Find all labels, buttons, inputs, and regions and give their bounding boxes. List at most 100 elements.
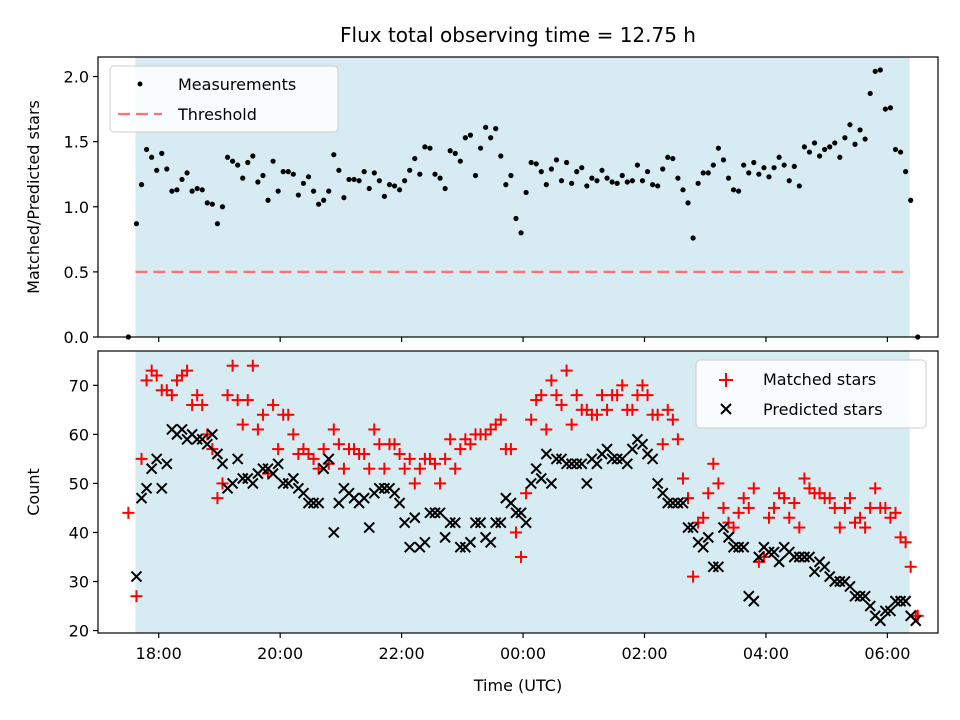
measurement-point (508, 172, 514, 179)
matched-star-point (727, 521, 740, 534)
matched-star-point (515, 550, 528, 563)
predicted-star-point (358, 492, 370, 504)
matched-stars-points (122, 359, 924, 622)
legend-measurements-label: Measurements (178, 75, 296, 94)
matched-star-point (408, 477, 421, 490)
y-tick-label: 20 (69, 622, 89, 641)
matched-star-point (332, 438, 345, 451)
measurement-point (751, 159, 757, 166)
predicted-star-point (231, 453, 244, 465)
matched-star-point (191, 389, 204, 402)
y-tick-label: 60 (69, 425, 89, 444)
measurement-point (255, 179, 261, 185)
matched-star-point (889, 506, 902, 519)
predicted-star-point (454, 541, 467, 553)
predicted-star-point (429, 507, 441, 519)
measurement-point (634, 162, 641, 168)
measurement-point (725, 175, 732, 181)
predicted-star-point (393, 497, 406, 509)
measurement-point (159, 150, 165, 156)
measurement-point (457, 158, 463, 164)
measurement-point (867, 90, 873, 97)
predicted-star-point (717, 521, 730, 534)
predicted-star-point (682, 521, 694, 534)
measurement-point (862, 136, 868, 142)
measurement-point (675, 175, 681, 181)
measurement-point (741, 162, 747, 168)
measurement-point (295, 192, 301, 198)
measurement-point (533, 161, 539, 167)
legend-matched-label: Matched stars (763, 370, 876, 389)
measurement-point (599, 167, 605, 173)
legend-measurements-marker (137, 81, 143, 87)
predicted-star-point (145, 462, 158, 475)
matched-star-point (337, 462, 350, 475)
measurement-point (169, 188, 175, 194)
measurement-point (614, 180, 620, 186)
predicted-star-point (323, 453, 335, 465)
measurement-point (321, 197, 327, 203)
predicted-star-point (677, 497, 689, 509)
matched-star-point (520, 487, 533, 500)
measurement-point (336, 167, 342, 173)
predicted-star-point (191, 433, 203, 445)
x-tick-label: 04:00 (743, 644, 789, 663)
measurement-point (811, 140, 818, 146)
predicted-star-point (535, 472, 547, 485)
measurement-point (179, 176, 185, 183)
measurement-point (892, 146, 899, 153)
predicted-star-point (550, 453, 563, 465)
matched-star-point (666, 413, 679, 426)
measurement-point (219, 204, 226, 210)
predicted-star-point (211, 448, 224, 460)
predicted-star-point (662, 497, 674, 509)
measurement-point (270, 158, 276, 164)
y-tick-label: 70 (69, 376, 89, 395)
predicted-star-point (267, 467, 279, 480)
measurement-point (538, 169, 544, 175)
predicted-star-point (333, 497, 345, 509)
predicted-star-point (727, 541, 740, 553)
matched-star-point (843, 492, 856, 505)
measurement-point (639, 178, 646, 184)
matched-star-point (712, 477, 725, 490)
matched-star-point (135, 452, 148, 465)
matched-star-point (854, 511, 867, 524)
predicted-star-point (247, 477, 259, 490)
predicted-star-point (272, 458, 284, 470)
predicted-star-point (444, 516, 456, 529)
predicted-stars-points (130, 423, 922, 627)
predicted-star-point (404, 541, 416, 553)
measurement-point (574, 169, 580, 175)
matched-star-point (788, 497, 801, 510)
predicted-star-point (565, 458, 578, 470)
measurement-point (700, 170, 706, 176)
measurement-point (230, 158, 236, 164)
measurement-point (285, 169, 291, 175)
measurement-point (316, 201, 322, 207)
matched-star-point (181, 364, 194, 377)
matched-star-point (226, 359, 239, 372)
matched-star-point (783, 511, 796, 524)
y-tick-label: 40 (69, 523, 89, 542)
matched-star-point (403, 452, 416, 465)
matched-star-point (793, 521, 806, 534)
measurement-point (493, 126, 499, 132)
measurement-point (816, 153, 823, 159)
predicted-star-point (378, 482, 391, 495)
measurement-point (194, 185, 200, 192)
measurement-point (199, 187, 205, 193)
measurement-point (887, 105, 894, 111)
matched-star-point (246, 359, 259, 372)
measurement-point (280, 169, 286, 175)
predicted-star-point (707, 561, 720, 573)
measurement-point (402, 178, 408, 184)
matched-star-point (429, 457, 442, 470)
measurement-point (771, 165, 777, 171)
measurement-point (361, 169, 367, 175)
bottom-axes-frame (97, 350, 939, 634)
predicted-star-point (879, 605, 892, 617)
measurement-point (852, 141, 858, 147)
measurement-point (756, 171, 762, 177)
